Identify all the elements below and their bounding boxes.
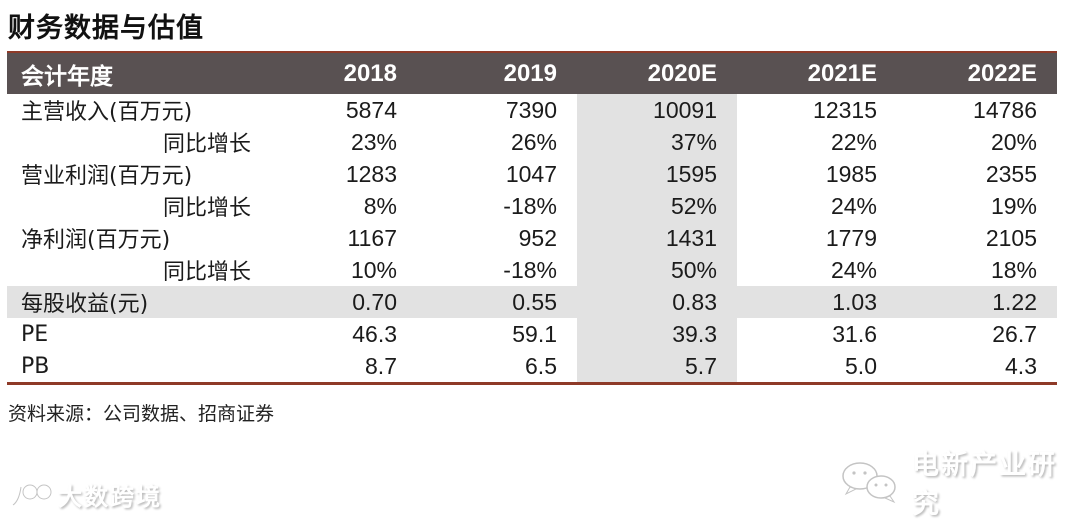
table-cell: 0.70 <box>257 286 417 318</box>
table-cell: 7390 <box>505 96 557 123</box>
column-header: 2022E <box>897 52 1057 94</box>
table-cell: 6.5 <box>525 352 557 379</box>
table-cell: 20% <box>990 128 1037 155</box>
table-row: 营业利润(百万元) 1283 1047 1595 1985 2355 <box>7 158 1057 190</box>
table-cell: 0.55 <box>417 286 577 318</box>
table-cell: 4.3 <box>1005 352 1037 379</box>
table-cell: 1047 <box>505 160 557 187</box>
table-row: 净利润(百万元) 1167 952 1431 1779 2105 <box>7 222 1057 254</box>
watermark-bottom-right: 电新产业研究 <box>838 443 1080 520</box>
column-header: 2021E <box>737 52 897 94</box>
row-label: 每股收益(元) <box>7 286 257 318</box>
column-header: 2019 <box>417 52 577 94</box>
table-row: 每股收益(元) 0.70 0.55 0.83 1.03 1.22 <box>7 286 1057 318</box>
row-label: PE <box>21 321 49 347</box>
row-label: 同比增长 <box>162 260 251 285</box>
row-label: 主营收入(百万元) <box>21 100 193 125</box>
table-cell: 5874 <box>345 96 397 123</box>
table-cell: 31.6 <box>832 320 877 347</box>
financial-table: 会计年度 2018 2019 2020E 2021E 2022E 主营收入(百万元) 587… <box>7 51 1057 385</box>
wechat-logo-icon <box>838 460 902 504</box>
table-cell: 10091 <box>577 94 737 126</box>
table-cell: 1.03 <box>737 286 897 318</box>
table-cell: 1779 <box>825 224 877 251</box>
table-row: 同比增长 23% 26% 37% 22% 20% <box>7 126 1057 158</box>
table-header: 会计年度 2018 2019 2020E 2021E 2022E <box>7 52 1057 94</box>
table-cell: 50% <box>577 254 737 286</box>
row-label: 营业利润(百万元) <box>21 164 193 189</box>
table-cell: 22% <box>830 128 877 155</box>
table-cell: 26.7 <box>992 320 1037 347</box>
table-cell: 52% <box>577 190 737 222</box>
row-label: PB <box>21 353 50 379</box>
table-cell: 1283 <box>345 160 397 187</box>
column-header: 会计年度 <box>7 52 257 94</box>
source-note: 资料来源：公司数据、招商证券 <box>8 403 275 425</box>
table-cell: 12315 <box>813 96 877 123</box>
row-label: 同比增长 <box>162 196 251 221</box>
column-header: 2018 <box>257 52 417 94</box>
row-label: 同比增长 <box>162 132 251 157</box>
table-row: PE 46.3 59.1 39.3 31.6 26.7 <box>7 318 1057 350</box>
watermark-bottom-left-label: 大数跨境 <box>58 483 162 511</box>
table-title: 财务数据与估值 <box>8 13 204 44</box>
table-cell: 10% <box>350 256 397 283</box>
table-cell: 952 <box>518 224 557 251</box>
row-label: 净利润(百万元) <box>21 228 171 253</box>
table-body: 主营收入(百万元) 5874 7390 10091 12315 14786 同比增长 23% 2… <box>7 94 1057 384</box>
header-row: 会计年度 2018 2019 2020E 2021E 2022E <box>7 52 1057 94</box>
table-cell: 14786 <box>973 96 1037 123</box>
dashu-100-logo-icon <box>8 480 52 510</box>
table-cell: 19% <box>990 192 1037 219</box>
table-cell: 5.7 <box>577 350 737 384</box>
table-cell: 1.22 <box>897 286 1057 318</box>
table-cell: 2105 <box>985 224 1037 251</box>
table-row: 主营收入(百万元) 5874 7390 10091 12315 14786 <box>7 94 1057 126</box>
table-cell: 2355 <box>985 160 1037 187</box>
table-cell: -18% <box>503 256 557 283</box>
table-cell: 24% <box>830 256 877 283</box>
table-cell: 0.83 <box>577 286 737 318</box>
table-cell: 37% <box>577 126 737 158</box>
table-cell: 5.0 <box>845 352 877 379</box>
table-row: 同比增长 10% -18% 50% 24% 18% <box>7 254 1057 286</box>
watermark-bottom-right-label: 电新产业研究 <box>912 450 1057 520</box>
table-cell: 23% <box>350 128 397 155</box>
table-cell: 46.3 <box>352 320 397 347</box>
table-cell: 26% <box>510 128 557 155</box>
table-cell: 1595 <box>577 158 737 190</box>
table-cell: 39.3 <box>577 318 737 350</box>
table-cell: 24% <box>830 192 877 219</box>
table-cell: 59.1 <box>512 320 557 347</box>
table-cell: 8% <box>363 192 397 219</box>
table-cell: 1985 <box>825 160 877 187</box>
table-cell: 18% <box>990 256 1037 283</box>
table-cell: 1431 <box>577 222 737 254</box>
table-cell: 1167 <box>347 224 397 251</box>
table-row: PB 8.7 6.5 5.7 5.0 4.3 <box>7 350 1057 384</box>
column-header: 2020E <box>577 52 737 94</box>
table-cell: -18% <box>503 192 557 219</box>
table-row: 同比增长 8% -18% 52% 24% 19% <box>7 190 1057 222</box>
watermark-bottom-left: 大数跨境 <box>8 477 162 512</box>
table-cell: 8.7 <box>365 352 397 379</box>
